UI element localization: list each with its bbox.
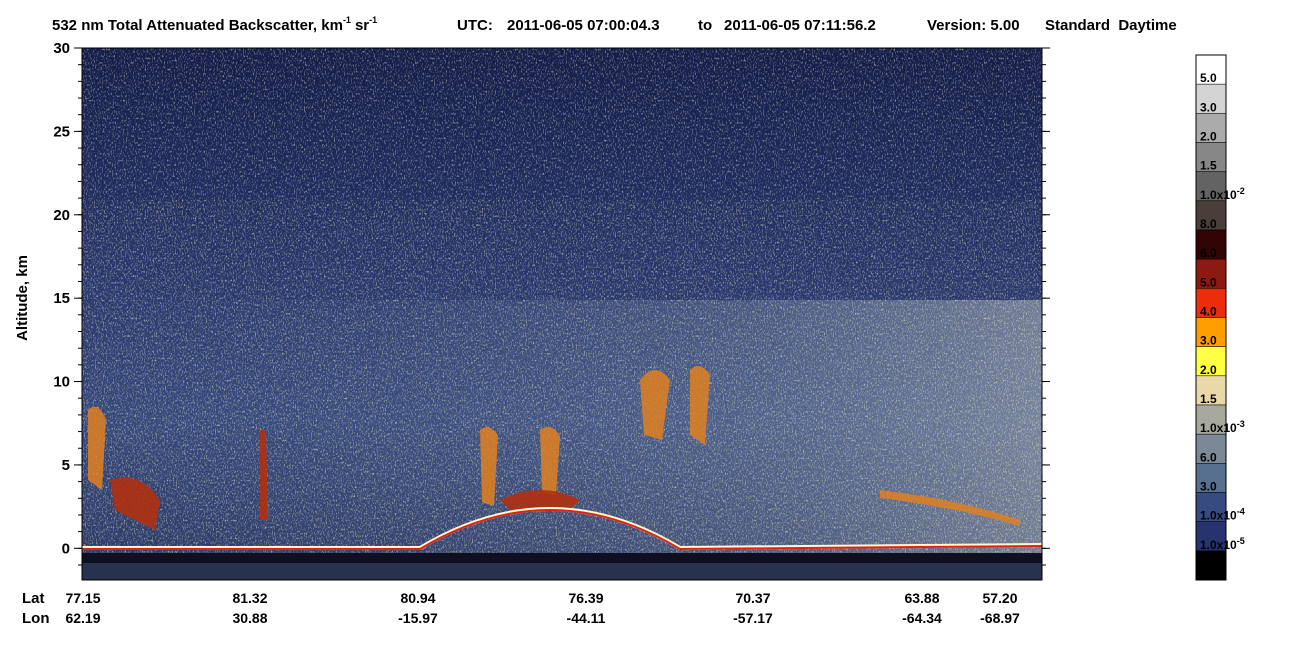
x-tick-label: -44.11: [567, 610, 606, 626]
colorbar-label: 1.5: [1200, 392, 1217, 406]
colorbar-label: 3.0: [1200, 334, 1217, 348]
y-tick-label: 20: [53, 207, 70, 224]
colorbar-label: 1.0x10-3: [1200, 419, 1245, 435]
title-exp: -1: [369, 15, 377, 25]
lat-title: Lat: [22, 590, 45, 607]
backscatter-image: [82, 48, 1042, 580]
colorbar-label: 3.0: [1200, 100, 1217, 114]
y-tick-label: 0: [62, 540, 70, 557]
colorbar-label-text: 3.0: [1200, 334, 1217, 348]
x-tick-label: 70.37: [735, 590, 770, 606]
colorbar-label: 1.5: [1200, 159, 1217, 173]
colorbar-label-text: 3.0: [1200, 100, 1217, 114]
colorbar-label-text: 1.5: [1200, 392, 1217, 406]
colorbar-swatch: [1195, 433, 1227, 464]
title-mode: Standard Daytime: [1045, 17, 1177, 34]
x-tick-label: 57.20: [982, 590, 1017, 606]
colorbar-label-text: 4.0: [1200, 305, 1217, 319]
colorbar-swatch: [1195, 317, 1227, 347]
colorbar-label-text: 6.0: [1200, 450, 1217, 464]
colorbar-label-exp: -3: [1237, 419, 1245, 429]
y-axis-label: Altitude, km: [14, 255, 31, 341]
title-start: 2011-06-05 07:00:04.3: [507, 17, 660, 34]
colorbar-label: 3.0: [1200, 480, 1217, 494]
colorbar-label-text: 1.5: [1200, 159, 1217, 173]
colorbar-label-text: 1.0x10: [1200, 188, 1237, 202]
x-tick-label: -64.34: [902, 610, 942, 626]
colorbar-label: 1.0x10-2: [1200, 186, 1245, 202]
colorbar-label-text: 5.0: [1200, 71, 1217, 85]
colorbar-label: 2.0: [1200, 363, 1217, 377]
x-tick-label: 76.39: [568, 590, 603, 606]
colorbar-swatch: [1195, 171, 1227, 202]
chart-title: 532 nm Total Attenuated Backscatter, km-…: [52, 15, 1177, 34]
colorbar-label-text: 2.0: [1200, 363, 1217, 377]
lon-title: Lon: [22, 610, 50, 627]
title-version: Version: 5.00: [927, 17, 1020, 34]
colorbar-swatch: [1195, 258, 1227, 289]
x-tick-label: 80.94: [400, 590, 435, 606]
x-tick-label: -68.97: [980, 610, 1020, 626]
title-exp: -1: [343, 15, 351, 25]
colorbar-label-text: 5.0: [1200, 275, 1217, 289]
colorbar-label-text: 6.0: [1200, 246, 1217, 260]
x-tick-label: 63.88: [904, 590, 939, 606]
y-tick-label: 30: [53, 40, 70, 57]
colorbar-label: 2.0: [1200, 130, 1217, 144]
y-tick-label: 25: [53, 123, 70, 140]
colorbar-label: 4.0: [1200, 305, 1217, 319]
colorbar-label-exp: -4: [1237, 507, 1245, 517]
title-unit: sr: [355, 17, 369, 34]
colorbar-label-text: 2.0: [1200, 130, 1217, 144]
y-tick-label: 15: [53, 290, 70, 307]
x-tick-label: 77.15: [65, 590, 100, 606]
y-tick-label: 5: [62, 457, 70, 474]
x-tick-label: -15.97: [398, 610, 438, 626]
colorbar-frame: [1195, 54, 1227, 581]
colorbar-label-exp: -5: [1237, 536, 1245, 546]
title-end: 2011-06-05 07:11:56.2: [724, 17, 876, 34]
title-utc: UTC:: [457, 17, 493, 34]
x-tick-label: 30.88: [232, 610, 267, 626]
colorbar-swatch: [1195, 113, 1227, 143]
colorbar-swatch: [1195, 492, 1227, 522]
colorbar-label-text: 8.0: [1200, 217, 1217, 231]
title-main-text: 532 nm Total Attenuated Backscatter, km: [52, 17, 343, 34]
colorbar-label-text: 1.0x10: [1200, 421, 1237, 435]
colorbar-label-text: 1.0x10: [1200, 538, 1237, 552]
colorbar-label: 6.0: [1200, 450, 1217, 464]
x-tick-label: -57.17: [733, 610, 773, 626]
colorbar-swatch: [1195, 550, 1227, 581]
colorbar-label-exp: -2: [1237, 186, 1245, 196]
colorbar-label: 5.0: [1200, 275, 1217, 289]
title-main: 532 nm Total Attenuated Backscatter, km-…: [52, 15, 377, 34]
colorbar-label-text: 1.0x10: [1200, 509, 1237, 523]
colorbar-label: 1.0x10-5: [1200, 536, 1245, 552]
plot-frame: [81, 47, 1043, 581]
y-tick-label: 10: [53, 374, 70, 391]
title-to: to: [698, 17, 712, 34]
colorbar-swatch: [1195, 521, 1227, 552]
colorbar-label: 8.0: [1200, 217, 1217, 231]
x-tick-label: 81.32: [232, 590, 267, 606]
colorbar-label: 5.0: [1200, 71, 1217, 85]
colorbar-label-text: 3.0: [1200, 480, 1217, 494]
colorbar-label: 6.0: [1200, 246, 1217, 260]
colorbar-label: 1.0x10-4: [1200, 507, 1245, 523]
x-tick-label: 62.19: [65, 610, 100, 626]
